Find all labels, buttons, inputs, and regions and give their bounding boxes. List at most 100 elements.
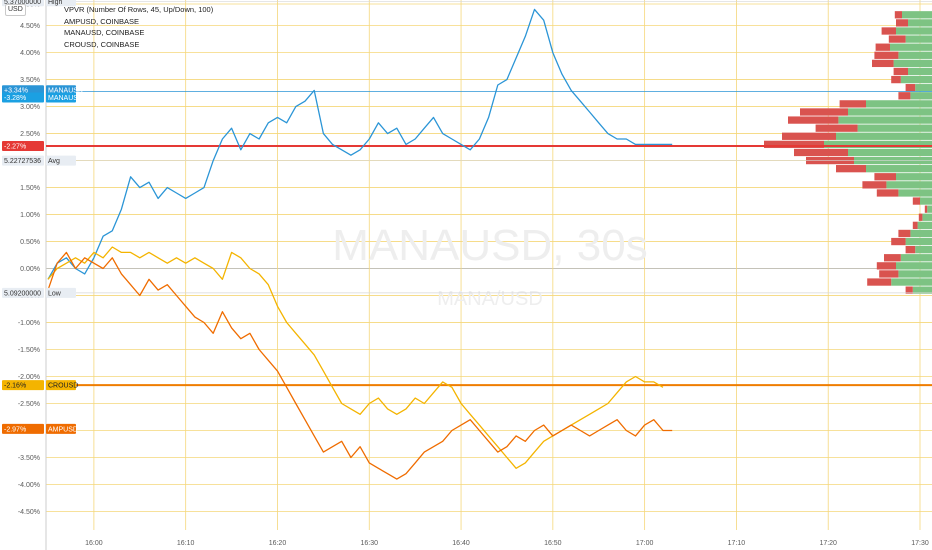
price-tag-high: High (48, 0, 63, 6)
vp-bar-down (876, 189, 899, 197)
x-tick-label: 16:30 (360, 540, 378, 547)
legend-item-vpvr[interactable]: VPVR (Number Of Rows, 45, Up/Down, 100) (64, 5, 214, 14)
vp-bar-down (912, 197, 920, 205)
vp-bar-up (848, 108, 932, 116)
x-tick-label: 16:50 (544, 540, 562, 547)
vp-bar-down (836, 165, 866, 173)
vp-bar-down (891, 75, 901, 84)
vp-bar-down (839, 100, 866, 108)
vp-bar-down (867, 278, 892, 286)
x-tick-label: 16:10 (177, 540, 195, 547)
vp-bar-up (910, 229, 932, 238)
y-tick-label: 1.50% (20, 185, 40, 192)
x-tick-label: 17:00 (636, 540, 654, 547)
vp-bar-down (924, 205, 928, 213)
vp-bar-up (920, 197, 932, 205)
vp-bar-down (788, 116, 839, 124)
legend-item-crousd[interactable]: CROUSD, COINBASE (64, 39, 140, 49)
vp-bar-up (915, 84, 932, 92)
y-tick-label: 3.00% (20, 104, 40, 111)
series-line-ampusd (47, 251, 673, 480)
volume-profile (764, 11, 932, 294)
series-name-mana-secondary-bg (46, 92, 76, 103)
price-tag-avg: Avg (48, 158, 60, 165)
vp-bar-down (888, 35, 906, 43)
series-name-mana-secondary: MANAUSD (48, 95, 83, 102)
y-tick-label: -4.00% (18, 482, 40, 489)
vp-bar-up (910, 92, 932, 100)
vp-bar-up (857, 124, 932, 132)
watermark-symbol: MANAUSD, 30s (332, 221, 647, 270)
y-tick-label: 3.50% (20, 77, 40, 84)
vp-bar-up (898, 189, 932, 197)
y-tick-label: -2.00% (18, 374, 40, 381)
vp-bar-down (898, 229, 911, 238)
vp-bar-down (884, 254, 901, 262)
vp-bar-up (896, 262, 932, 270)
watermark-pair: MANA/USD (437, 288, 543, 310)
x-tick-label: 16:40 (452, 540, 470, 547)
price-label-low-bg (2, 287, 44, 298)
y-tick-label: 4.00% (20, 50, 40, 57)
y-tick-label: 0.00% (20, 266, 40, 273)
vp-bar-down (794, 148, 848, 157)
y-tick-label: 4.50% (20, 23, 40, 30)
series-value-manausd: +3.34% (4, 88, 28, 95)
vp-bar-down (905, 246, 916, 254)
series-name-ampusd-bg (46, 423, 76, 434)
vp-bar-up (893, 59, 932, 68)
vp-bar-up (922, 213, 932, 221)
y-tick-label: 1.00% (20, 212, 40, 219)
series-name-manausd: MANAUSD (48, 88, 83, 95)
currency-label[interactable]: USD (5, 4, 26, 16)
series-value-mana-last: -2.27% (4, 143, 26, 150)
x-axis: 16:00 16:10 16:20 16:30 16:40 16:50 17:00 17:10… (85, 540, 929, 547)
vp-bar-up (902, 11, 932, 19)
series-value-crousd: -2.16% (4, 383, 26, 390)
vp-bar-up (900, 254, 932, 262)
series-line-manausd (47, 8, 673, 280)
y-axis: 4.90%4.50%4.00%3.50%3.00%2.50%2.00%1.50%… (18, 2, 40, 517)
price-label-avg: 5.22727536 (4, 158, 41, 165)
y-tick-label: -1.00% (18, 320, 40, 327)
price-label-avg-bg (2, 155, 44, 166)
vp-bar-down (881, 27, 896, 35)
vp-bar-down (905, 286, 913, 294)
price-tag-low-bg (46, 287, 76, 298)
vp-bar-up (891, 278, 932, 286)
vp-bar-up (836, 132, 932, 140)
vp-bar-down (872, 59, 894, 68)
y-tick-label: -2.50% (18, 401, 40, 408)
x-tick-label: 16:20 (269, 540, 287, 547)
series-value-mana-secondary-bg (2, 92, 44, 103)
vp-bar-up (917, 221, 932, 230)
vp-bar-down (874, 51, 899, 59)
vp-bar-down (912, 221, 918, 230)
series-name-crousd: CROUSD (48, 383, 78, 390)
vp-bar-down (764, 140, 824, 149)
series-value-crousd-bg (2, 380, 44, 391)
horizontal-lines (46, 0, 932, 387)
y-tick-label: 0.50% (20, 239, 40, 246)
series-value-mana-last-bg (2, 140, 44, 151)
vp-bar-down (815, 124, 858, 132)
y-tick-label: -4.50% (18, 509, 40, 516)
vp-bar-up (866, 100, 932, 108)
vp-bar-down (800, 108, 848, 116)
gridlines (45, 0, 932, 550)
vp-bar-down (862, 181, 887, 189)
vp-bar-up (866, 165, 932, 173)
vp-bar-down (893, 67, 908, 76)
series-lines (47, 8, 673, 480)
legend-item-ampusd[interactable]: AMPUSD, COINBASE (64, 16, 140, 26)
vp-bar-up (908, 19, 932, 27)
vp-bar-up (896, 173, 932, 181)
vp-bar-up (896, 27, 932, 35)
y-tick-label: -1.50% (18, 347, 40, 354)
legend-item-manausd[interactable]: MANAUSD, COINBASE (64, 28, 145, 37)
vp-bar-up (824, 140, 932, 149)
x-tick-label: 17:30 (911, 540, 929, 547)
y-tick-label: 2.50% (20, 131, 40, 138)
vp-bar-down (896, 19, 908, 27)
